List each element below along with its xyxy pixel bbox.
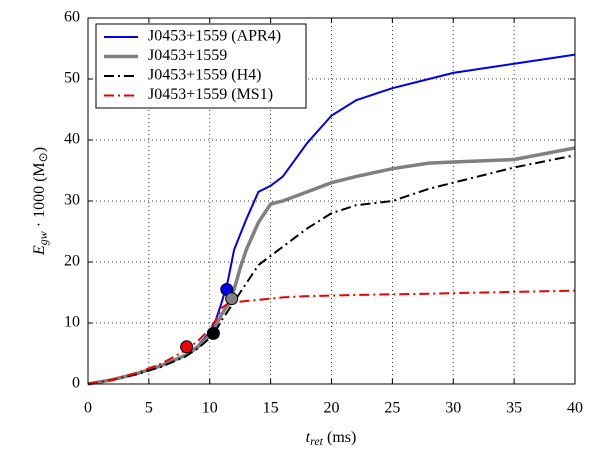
y-label-end: ) [31, 147, 48, 152]
y-tick-label: 30 [64, 192, 80, 209]
y-label-sub2: ⊙ [36, 152, 50, 162]
x-tick-label: 5 [145, 400, 153, 417]
y-label-mid: · 1000 (M [31, 162, 48, 231]
marker [180, 340, 194, 354]
y-tick-label: 60 [64, 9, 80, 26]
x-axis-label: tret (ms) [306, 429, 357, 448]
y-tick-label: 20 [64, 253, 80, 270]
x-tick-label: 40 [567, 400, 583, 417]
x-tick-label: 25 [384, 400, 400, 417]
y-tick-label: 50 [64, 70, 80, 87]
series-line [87, 154, 576, 385]
x-label-rest: (ms) [323, 429, 356, 446]
legend-label: J0453+1559 (MS1) [148, 86, 273, 103]
y-label-sub: gw [36, 231, 50, 245]
y-label-main: E [31, 245, 48, 256]
x-tick-label: 30 [445, 400, 461, 417]
series-line [87, 146, 576, 386]
x-label-sub: ret [310, 434, 324, 448]
y-tick-label: 0 [72, 375, 80, 392]
x-label-main: t [306, 429, 311, 446]
x-tick-label: 20 [324, 400, 340, 417]
x-tick-label: 35 [506, 400, 522, 417]
series-line [87, 289, 576, 385]
marker [206, 326, 220, 340]
plot-frame [87, 17, 576, 385]
x-tick-label: 0 [84, 400, 92, 417]
x-tick-label: 10 [202, 400, 218, 417]
legend-label: J0453+1559 (APR4) [148, 28, 281, 45]
y-tick-label: 10 [64, 314, 80, 331]
legend-label: J0453+1559 (H4) [148, 67, 261, 84]
marker [225, 292, 239, 306]
x-tick-label: 15 [263, 400, 279, 417]
y-tick-label: 40 [64, 131, 80, 148]
legend-label: J0453+1559 [148, 47, 227, 64]
y-axis-label: Egw · 1000 (M⊙) [31, 147, 50, 256]
